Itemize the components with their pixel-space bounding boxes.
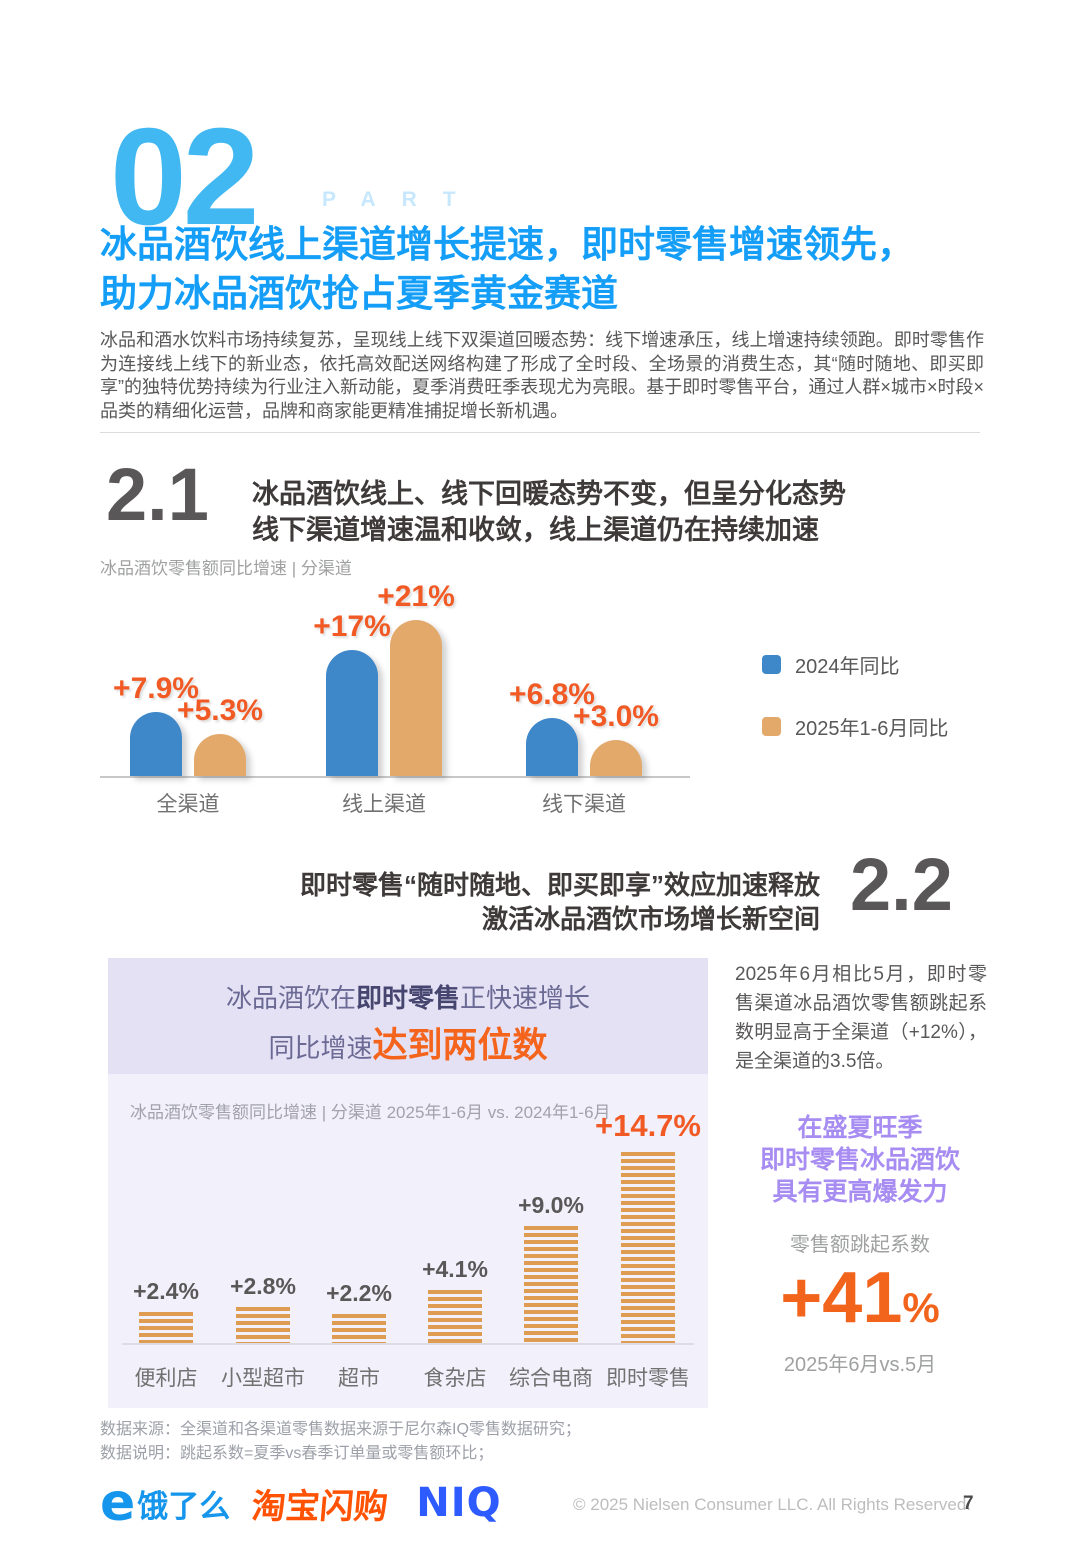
panel-header-line1: 冰品酒饮在即时零售正快速增长: [108, 978, 708, 1015]
legend-swatch: [762, 717, 781, 736]
promo-line2: 即时零售冰品酒饮: [759, 1146, 960, 1174]
panel-head-text: 冰品酒饮在: [225, 983, 356, 1013]
stripe-bar-超市: [332, 1314, 386, 1343]
side-commentary: 2025年6月相比5月，即时零售渠道冰品酒饮零售额跳起系数明显高于全渠道（+12…: [735, 964, 987, 1072]
section-2-1-number: 2.1: [106, 453, 209, 536]
stripe-bar-label-超市: +2.2%: [326, 1280, 392, 1306]
panel-head-text3: 同比增速: [268, 1033, 373, 1063]
eleme-logo-text: 饿了么: [137, 1488, 231, 1524]
legend-swatch: [762, 655, 781, 674]
stripe-bar-即时零售: [621, 1152, 675, 1343]
stat-percent-sign: %: [902, 1284, 940, 1331]
bar-label-2024年同比-线下渠道: +6.8%: [509, 678, 595, 711]
part-label: PART: [322, 188, 482, 211]
copyright: © 2025 Nielsen Consumer LLC. All Rights …: [573, 1495, 972, 1514]
footnote-method: 数据说明：跳起系数=夏季vs春季订单量或零售额环比；: [100, 1445, 494, 1462]
bar-label-2024年同比-线上渠道: +17%: [313, 610, 391, 643]
chart2-category-食杂店: 食杂店: [423, 1367, 487, 1390]
footnotes: 数据来源：全渠道和各渠道零售数据来源于尼尔森IQ零售数据研究； 数据说明：跳起系…: [100, 1418, 581, 1466]
stripe-bar-小型超市: [236, 1307, 290, 1343]
legend-item-2025年1-6月同比: 2025年1-6月同比: [762, 712, 948, 741]
chart2-baseline: [122, 1343, 694, 1345]
stripe-bar-label-食杂店: +4.1%: [422, 1256, 488, 1282]
chart1-category-线上渠道: 线上渠道: [342, 793, 426, 816]
page-title-line2: 助力冰品酒饮抢占夏季黄金赛道: [100, 273, 618, 314]
legend-item-2024年同比: 2024年同比: [762, 650, 948, 679]
stripe-bar-食杂店: [428, 1290, 482, 1343]
bar-2024年同比-全渠道: [130, 712, 182, 776]
stripe-bar-label-即时零售: +14.7%: [594, 1108, 701, 1143]
logo-row: e 饿了么 淘宝闪购 NIQ: [100, 1473, 502, 1533]
stat-value: +41%: [716, 1256, 1004, 1350]
page-title-line1: 冰品酒饮线上渠道增长提速，即时零售增速领先，: [100, 224, 914, 265]
intro-paragraph: 冰品和酒水饮料市场持续复苏，呈现线上线下双渠道回暖态势：线下增速承压，线上增速持…: [100, 330, 984, 421]
instant-retail-panel: 冰品酒饮在即时零售正快速增长 同比增速达到两位数 冰品酒饮零售额同比增速 | 分…: [108, 958, 708, 1408]
chart1-baseline: [100, 776, 690, 778]
stripe-bar-label-便利店: +2.4%: [133, 1278, 199, 1304]
panel-header: 冰品酒饮在即时零售正快速增长 同比增速达到两位数: [108, 958, 708, 1074]
part-number: 02: [110, 100, 259, 254]
bar-label-2025年1-6月同比-线下渠道: +3.0%: [573, 700, 659, 733]
eleme-logo: e 饿了么: [100, 1473, 231, 1533]
stripe-bar-label-综合电商: +9.0%: [518, 1192, 584, 1218]
section-2-2-number: 2.2: [850, 843, 953, 926]
bar-2025年1-6月同比-线上渠道: [390, 620, 442, 776]
panel-head-orange-em: 达到两位数: [372, 1026, 548, 1065]
bar-2025年1-6月同比-线下渠道: [590, 740, 642, 776]
chart1-legend: 2024年同比 2025年1-6月同比: [762, 650, 948, 774]
chart2-category-小型超市: 小型超市: [221, 1367, 305, 1390]
chart1-category-全渠道: 全渠道: [156, 793, 220, 816]
chart1-caption: 冰品酒饮零售额同比增速 | 分渠道: [100, 559, 352, 578]
section-2-2-title: 即时零售“随时随地、即买即享”效应加速释放 激活冰品酒饮市场增长新空间: [160, 868, 820, 936]
chart2-category-即时零售: 即时零售: [606, 1367, 690, 1390]
page-title: 冰品酒饮线上渠道增长提速，即时零售增速领先， 助力冰品酒饮抢占夏季黄金赛道: [100, 220, 1000, 318]
chart2-caption: 冰品酒饮零售额同比增速 | 分渠道 2025年1-6月 vs. 2024年1-6…: [130, 1103, 611, 1122]
stat-caption: 零售额跳起系数: [790, 1234, 930, 1256]
niq-logo: NIQ: [416, 1480, 502, 1526]
divider: [100, 432, 980, 433]
section-2-1-title: 冰品酒饮线上、线下回暖态势不变，但呈分化态势 线下渠道增速温和收敛，线上渠道仍在…: [252, 476, 846, 548]
bar-label-2024年同比-全渠道: +7.9%: [113, 672, 199, 705]
page-number: 7: [963, 1493, 974, 1514]
legend-label: 2025年1-6月同比: [795, 718, 949, 740]
bar-2025年1-6月同比-全渠道: [194, 734, 246, 776]
section-2-1-title-line2: 线下渠道增速温和收敛，线上渠道仍在持续加速: [252, 515, 819, 545]
bar-label-2025年1-6月同比-全渠道: +5.3%: [177, 694, 263, 727]
section-2-2-title-line1: 即时零售“随时随地、即买即享”效应加速释放: [299, 870, 820, 900]
panel-head-em: 即时零售: [355, 983, 460, 1013]
stripe-bar-综合电商: [524, 1226, 578, 1343]
stripe-bar-便利店: [139, 1312, 193, 1343]
footnote-source: 数据来源：全渠道和各渠道零售数据来源于尼尔森IQ零售数据研究；: [100, 1421, 581, 1438]
section-2-1-title-line1: 冰品酒饮线上、线下回暖态势不变，但呈分化态势: [252, 479, 846, 509]
taobao-shangou-logo: 淘宝闪购: [250, 1487, 390, 1526]
bar-label-2025年1-6月同比-线上渠道: +21%: [377, 580, 455, 613]
stat-period: 2025年6月vs.5月: [783, 1354, 937, 1376]
stripe-bar-label-小型超市: +2.8%: [230, 1273, 296, 1299]
section-2-2-title-line2: 激活冰品酒饮市场增长新空间: [481, 904, 820, 934]
bar-2024年同比-线上渠道: [326, 650, 378, 776]
panel-header-line2: 同比增速达到两位数: [108, 1017, 708, 1068]
promo-statement: 在盛夏旺季 即时零售冰品酒饮 具有更高爆发力: [716, 1112, 1004, 1208]
promo-line3: 具有更高爆发力: [772, 1178, 948, 1206]
bar-2024年同比-线下渠道: [526, 718, 578, 776]
stat-number: +41: [780, 1258, 903, 1338]
chart2-category-超市: 超市: [338, 1367, 380, 1390]
legend-label: 2024年同比: [795, 656, 900, 678]
eleme-e-icon: e: [100, 1473, 136, 1533]
chart2-category-便利店: 便利店: [134, 1367, 198, 1390]
panel-head-text2: 正快速增长: [460, 983, 591, 1013]
promo-line1: 在盛夏旺季: [797, 1114, 923, 1142]
chart2-category-综合电商: 综合电商: [509, 1367, 593, 1390]
channel-growth-bar-chart: +7.9% +5.3% 全渠道 +17% +21% 线上渠道 +6.8% +3.0% 线下渠道: [100, 580, 690, 840]
chart1-category-线下渠道: 线下渠道: [542, 793, 626, 816]
